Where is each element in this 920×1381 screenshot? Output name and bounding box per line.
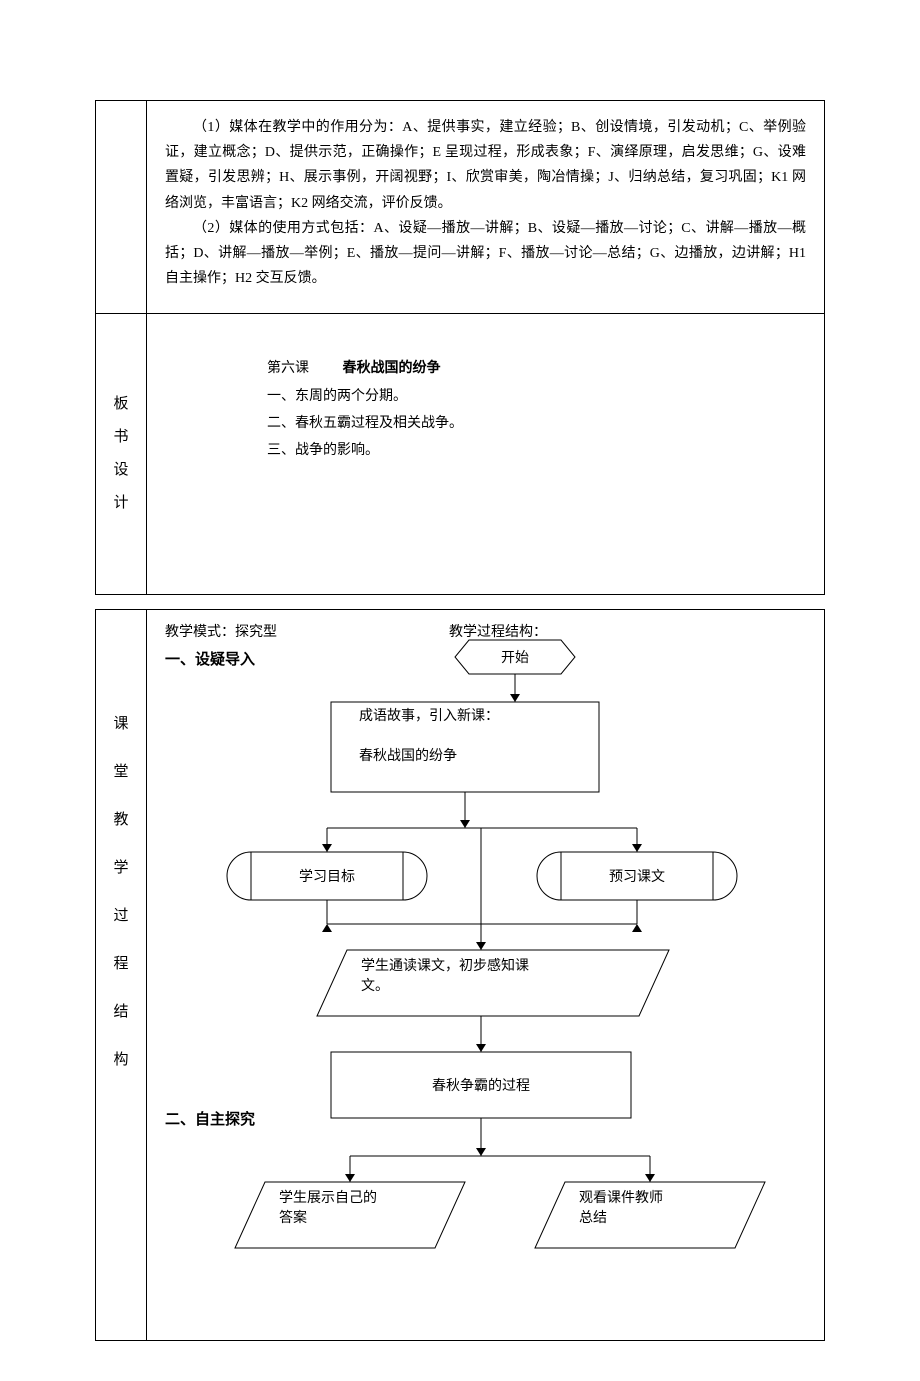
row1-left-cell <box>96 101 147 314</box>
svg-text:总结: 总结 <box>579 1210 607 1226</box>
board-item-2: 二、春秋五霸过程及相关战争。 <box>267 411 806 436</box>
svg-text:答案: 答案 <box>279 1209 307 1226</box>
side-char: 设 <box>113 462 128 478</box>
svg-text:观看课件教师: 观看课件教师 <box>579 1190 663 1206</box>
side-char: 计 <box>113 495 128 511</box>
media-usage-paragraph: （2）媒体的使用方式包括：A、设疑—播放—讲解；B、设疑—播放—讨论；C、讲解—… <box>165 216 806 292</box>
top-table: （1）媒体在教学中的作用分为：A、提供事实，建立经验；B、创设情境，引发动机；C… <box>95 100 825 595</box>
svg-text:开始: 开始 <box>501 650 529 666</box>
board-item-3: 三、战争的影响。 <box>267 438 806 463</box>
board-design-row: 板 书 设 计 第六课 春秋战国的纷争 一、东周的两个分期。 二、春秋五霸过程及… <box>96 314 825 595</box>
board-design-content: 第六课 春秋战国的纷争 一、东周的两个分期。 二、春秋五霸过程及相关战争。 三、… <box>147 314 825 595</box>
svg-text:学习目标: 学习目标 <box>299 869 355 885</box>
svg-text:预习课文: 预习课文 <box>609 869 665 885</box>
row1-right-cell: （1）媒体在教学中的作用分为：A、提供事实，建立经验；B、创设情境，引发动机；C… <box>147 101 825 314</box>
board-item-1: 一、东周的两个分期。 <box>267 384 806 409</box>
side-char: 过 <box>113 908 128 924</box>
svg-text:学生展示自己的: 学生展示自己的 <box>279 1190 377 1206</box>
side-char: 构 <box>113 1052 128 1068</box>
side-char: 板 <box>113 396 128 412</box>
lesson-title: 春秋战国的纷争 <box>343 361 441 376</box>
flow-container: 教学模式：探究型 教学过程结构： 一、设疑导入 二、自主探究 开始成语故事，引入… <box>165 622 806 1322</box>
side-char: 课 <box>113 716 128 732</box>
lesson-number: 第六课 <box>267 361 309 376</box>
side-char: 教 <box>113 812 128 828</box>
flow-table: 课 堂 教 学 过 程 结 构 教学模式：探究型 教学过程结构： 一、设疑导入 … <box>95 609 825 1341</box>
side-char: 堂 <box>113 764 128 780</box>
flow-row: 课 堂 教 学 过 程 结 构 教学模式：探究型 教学过程结构： 一、设疑导入 … <box>96 610 825 1341</box>
lesson-title-line: 第六课 春秋战国的纷争 <box>267 356 806 381</box>
side-char: 程 <box>113 956 128 972</box>
side-char: 结 <box>113 1004 128 1020</box>
side-char: 学 <box>113 860 128 876</box>
side-char: 书 <box>113 429 128 445</box>
flow-side-label: 课 堂 教 学 过 程 结 构 <box>96 610 147 1341</box>
svg-text:文。: 文。 <box>361 978 389 994</box>
board-design-side-label: 板 书 设 计 <box>96 314 147 595</box>
flowchart-svg: 开始成语故事，引入新课： 春秋战国的纷争学习目标 预习课文学生通读课文，初步感知课文… <box>165 622 805 1312</box>
svg-text:学生通读课文，初步感知课: 学生通读课文，初步感知课 <box>361 957 529 974</box>
svg-text:春秋争霸的过程: 春秋争霸的过程 <box>432 1078 530 1094</box>
svg-text:成语故事，引入新课：: 成语故事，引入新课： <box>359 708 499 724</box>
flow-content-cell: 教学模式：探究型 教学过程结构： 一、设疑导入 二、自主探究 开始成语故事，引入… <box>147 610 825 1341</box>
media-notes-row: （1）媒体在教学中的作用分为：A、提供事实，建立经验；B、创设情境，引发动机；C… <box>96 101 825 314</box>
svg-text:春秋战国的纷争: 春秋战国的纷争 <box>359 748 457 764</box>
media-role-paragraph: （1）媒体在教学中的作用分为：A、提供事实，建立经验；B、创设情境，引发动机；C… <box>165 115 806 216</box>
